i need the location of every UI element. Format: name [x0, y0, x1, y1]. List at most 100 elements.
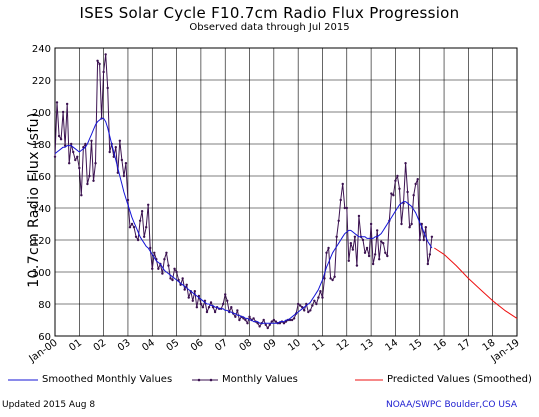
monthly-value-point [65, 102, 69, 106]
monthly-value-point [347, 259, 351, 262]
monthly-value-point [173, 267, 176, 270]
source-credit: NOAA/SWPC Boulder,CO USA [386, 400, 517, 410]
monthly-value-point [171, 278, 174, 282]
monthly-value-point [422, 238, 425, 242]
x-tick-label: 14 [383, 337, 400, 353]
monthly-value-point [311, 304, 314, 307]
updated-date: Updated 2015 Aug 8 [2, 400, 96, 410]
monthly-value-point [400, 222, 403, 226]
monthly-value-point [246, 322, 249, 325]
monthly-value-point [258, 325, 261, 328]
monthly-value-point [384, 251, 387, 254]
monthly-value-point [333, 275, 336, 278]
y-tick-label: 60 [38, 332, 51, 343]
monthly-value-point [357, 214, 361, 218]
monthly-value-point [59, 138, 63, 141]
legend-samples [8, 378, 383, 382]
x-tick-label: 08 [238, 337, 255, 353]
monthly-value-point [122, 174, 126, 178]
monthly-value-point [185, 283, 188, 286]
monthly-value-point [378, 258, 381, 261]
y-tick-label: 200 [32, 108, 51, 119]
monthly-value-point [390, 192, 393, 195]
monthly-value-point [398, 187, 401, 190]
y-tick-label: 180 [32, 140, 51, 151]
y-axis-ticks: 60 80 100 120 140 160 180 200 220 240 [32, 44, 51, 343]
monthly-value-point [337, 219, 340, 222]
x-tick-label: 04 [140, 337, 157, 353]
series-layer [53, 53, 518, 330]
monthly-value-point [268, 323, 271, 326]
monthly-value-point [349, 242, 353, 245]
monthly-value-point [167, 264, 170, 267]
monthly-value-point [161, 272, 164, 275]
monthly-value-point [264, 323, 267, 326]
monthly-value-point [106, 86, 109, 90]
x-tick-label: 16 [432, 337, 449, 353]
legend-monthly-marker [209, 378, 213, 382]
y-tick-label: 220 [32, 76, 51, 87]
monthly-value-point [234, 315, 237, 318]
monthly-value-point [157, 267, 160, 270]
y-axis-label: 10.7cm Radio Flux (sfu) [26, 112, 42, 288]
y-tick-label: 240 [32, 44, 51, 55]
monthly-value-point [238, 318, 241, 322]
monthly-value-point [199, 302, 203, 306]
monthly-value-point [126, 198, 130, 202]
monthly-value-point [244, 318, 247, 322]
monthly-value-point [224, 293, 227, 296]
monthly-value-point [92, 179, 95, 182]
monthly-value-point [369, 222, 373, 226]
x-axis-ticks: Jan-00 01 02 03 04 05 06 07 08 09 10 11 12 13 14 15 16 17… [27, 337, 522, 365]
monthly-value-point [329, 277, 332, 280]
monthly-value-point [138, 219, 142, 222]
monthly-value-point [307, 310, 310, 314]
monthly-value-point [104, 53, 107, 56]
monthly-value-point [319, 290, 322, 293]
x-tick-label: 06 [189, 337, 206, 353]
monthly-value-point [136, 238, 140, 242]
monthly-value-point [380, 240, 383, 243]
monthly-value-point [309, 309, 312, 312]
monthly-value-point [416, 178, 419, 181]
monthly-value-point [274, 320, 278, 323]
x-tick-label: 03 [116, 337, 133, 353]
x-tick-label: 11 [310, 337, 327, 353]
monthly-value-point [392, 194, 395, 197]
series-predicted-values-smoothed-line [434, 247, 518, 319]
monthly-value-point [130, 222, 134, 226]
monthly-value-point [252, 317, 255, 320]
y-tick-label: 100 [32, 268, 51, 279]
monthly-value-point [147, 203, 150, 206]
monthly-value-point [94, 162, 97, 165]
y-tick-label: 160 [32, 172, 51, 183]
legend-predicted-label: Predicted Values (Smoothed) [387, 374, 532, 385]
monthly-value-point [371, 262, 375, 266]
monthly-value-point [70, 142, 73, 146]
monthly-value-point [339, 198, 342, 202]
monthly-value-point [341, 182, 344, 186]
monthly-value-point [187, 296, 190, 299]
x-tick-label: 07 [213, 337, 230, 353]
chart-subtitle: Observed data through Jul 2015 [189, 22, 350, 33]
monthly-value-point [132, 226, 136, 229]
monthly-value-point [430, 235, 434, 238]
monthly-value-point [404, 162, 407, 165]
monthly-value-point [80, 194, 83, 197]
monthly-value-point [114, 146, 117, 149]
x-tick-label: 09 [262, 337, 279, 353]
monthly-value-point [140, 210, 144, 213]
monthly-value-point [153, 251, 156, 254]
monthly-value-point [193, 290, 197, 293]
y-tick-label: 120 [32, 236, 51, 247]
monthly-value-point [134, 235, 138, 238]
monthly-value-point [386, 254, 389, 258]
monthly-value-point [230, 306, 233, 309]
monthly-value-point [151, 267, 154, 270]
x-tick-label: 13 [359, 337, 376, 353]
monthly-value-point [323, 277, 326, 280]
legend-smoothed-label: Smoothed Monthly Values [42, 374, 173, 385]
monthly-value-point [367, 254, 371, 258]
series-monthly-values-line [54, 53, 433, 329]
